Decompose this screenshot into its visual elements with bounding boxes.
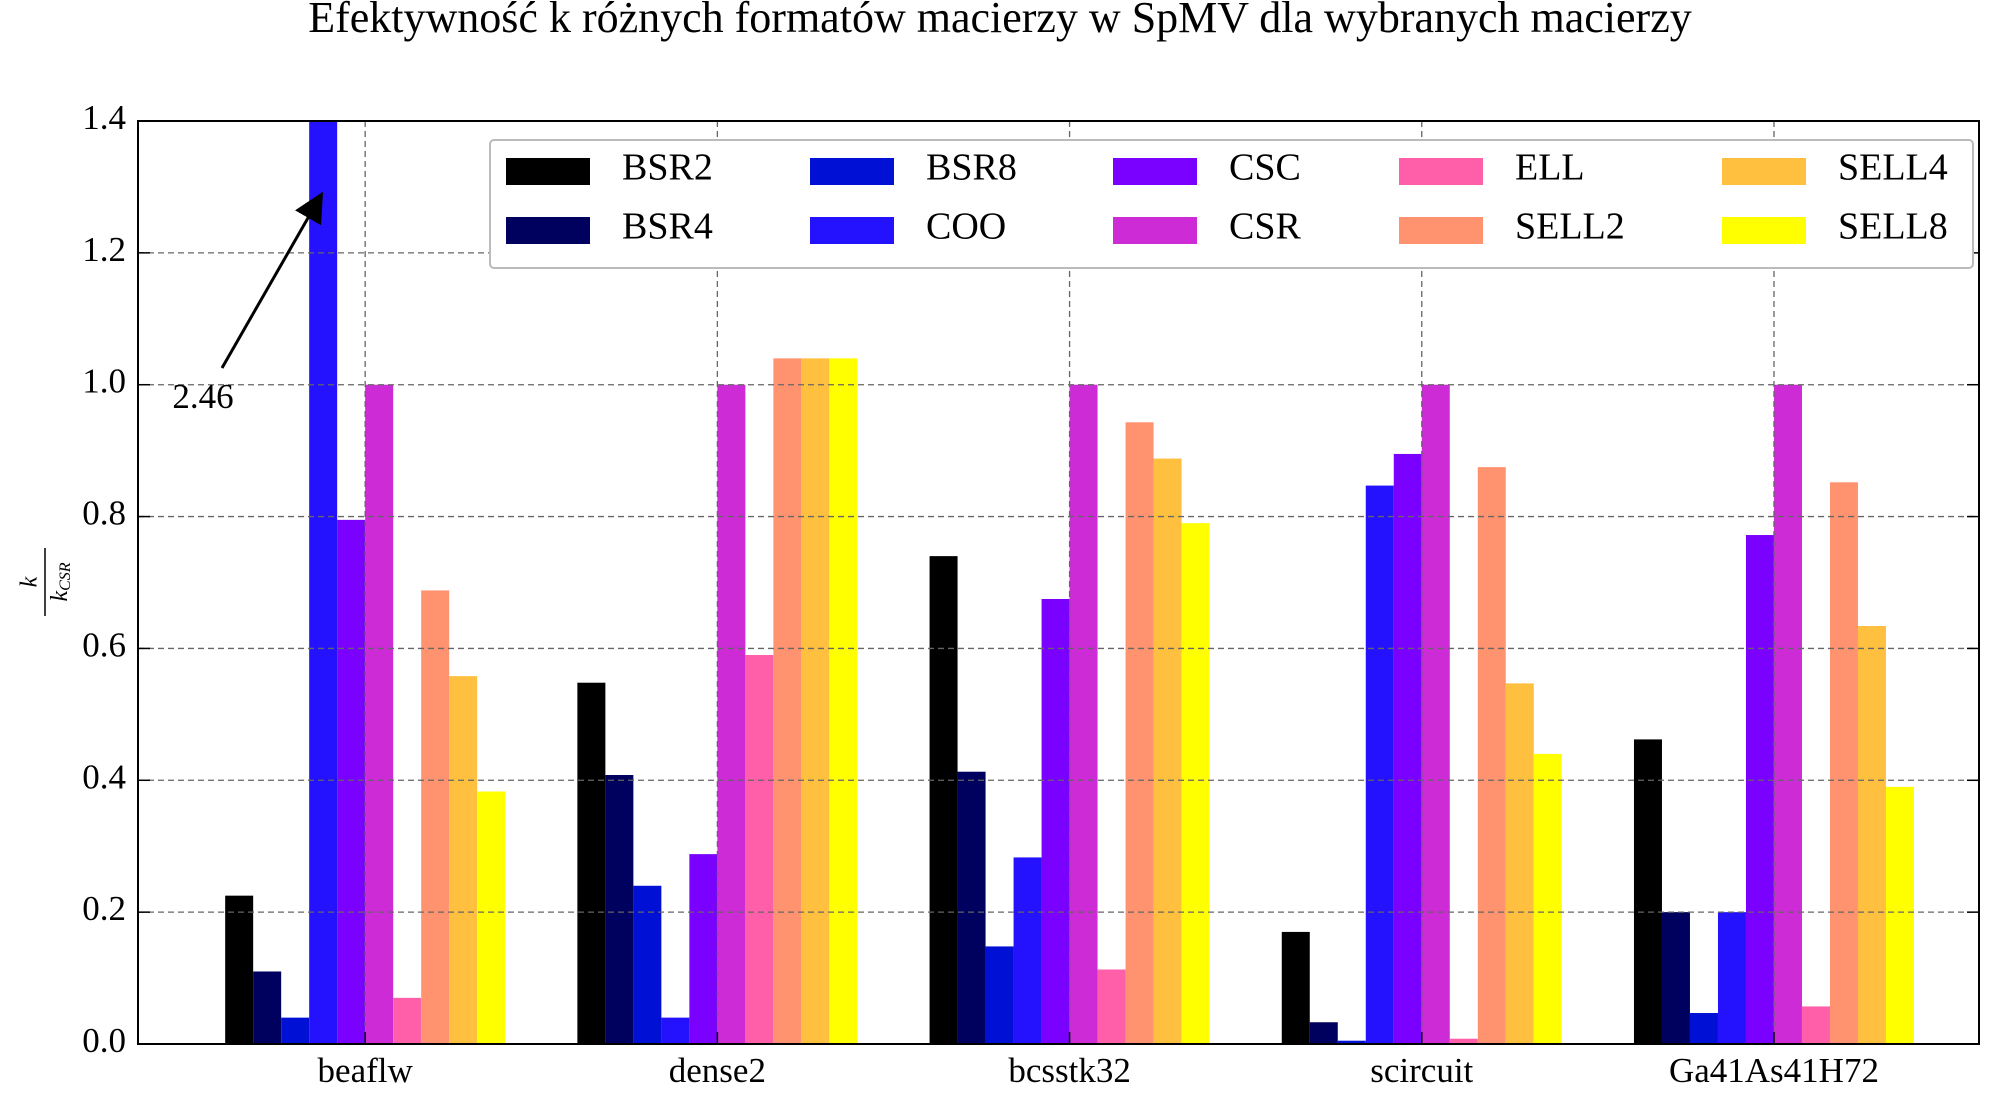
legend-swatch [810, 158, 894, 185]
legend-label: COO [926, 206, 1006, 248]
legend-swatch [1113, 217, 1197, 244]
bar [957, 771, 986, 1044]
legend-swatch [506, 158, 590, 185]
bar [745, 655, 774, 1044]
bar [1801, 1006, 1830, 1044]
y-tick-label: 0.8 [82, 494, 126, 533]
y-tick-label: 0.2 [82, 889, 126, 928]
bar [1421, 384, 1450, 1044]
y-tick-label: 0.4 [82, 757, 126, 796]
bar [829, 358, 858, 1044]
bar [1337, 1040, 1366, 1044]
x-tick-label: scircuit [1370, 1051, 1473, 1090]
legend-swatch [1722, 158, 1806, 185]
legend-swatch [810, 217, 894, 244]
bar [337, 519, 366, 1044]
legend-swatch [506, 217, 590, 244]
legend-swatch [1399, 217, 1483, 244]
bar [1069, 384, 1098, 1044]
bar [449, 676, 478, 1044]
y-tick-label: 1.2 [82, 230, 126, 269]
legend-label: CSC [1229, 147, 1301, 189]
y-tick-label: 0.0 [82, 1021, 126, 1060]
y-tick-label: 1.0 [82, 362, 126, 401]
x-tick-label: beaflw [318, 1051, 414, 1090]
legend-label: BSR4 [622, 206, 713, 248]
bar [1505, 683, 1534, 1044]
y-tick-label: 0.6 [82, 625, 126, 664]
bar [1745, 535, 1774, 1044]
legend-label: BSR2 [622, 147, 713, 189]
bar [1393, 453, 1422, 1044]
bar [365, 384, 394, 1044]
bar [1689, 1013, 1718, 1044]
bar [477, 791, 506, 1044]
legend-label: CSR [1229, 206, 1301, 248]
bar [1449, 1038, 1478, 1044]
y-label-k: k [47, 591, 73, 602]
bar [1533, 753, 1562, 1044]
bar [1365, 485, 1394, 1044]
bar [253, 971, 282, 1044]
bar [1661, 912, 1690, 1044]
legend-swatch [1722, 217, 1806, 244]
bar [929, 556, 958, 1044]
x-tick-label: Ga41As41H72 [1669, 1051, 1879, 1090]
bar [1181, 523, 1210, 1044]
bar [1097, 969, 1126, 1044]
bar [1281, 931, 1310, 1044]
bar [1153, 458, 1182, 1044]
bar [1885, 786, 1914, 1044]
bar [1477, 467, 1506, 1044]
bar [689, 854, 718, 1044]
bar [633, 885, 662, 1044]
legend-swatch [1113, 158, 1197, 185]
y-label-denominator: kCSR [47, 562, 74, 601]
y-label-subscript: CSR [57, 562, 74, 591]
y-tick-label: 1.4 [82, 98, 126, 137]
bar [393, 997, 422, 1044]
annotation-arrow [220, 191, 323, 369]
bar [225, 895, 254, 1044]
bar [421, 590, 450, 1044]
legend-label: SELL2 [1515, 206, 1625, 248]
plot-frame [137, 120, 1980, 1045]
bar [281, 1017, 310, 1044]
legend-label: SELL4 [1838, 147, 1948, 189]
bar [1633, 739, 1662, 1044]
bar [1041, 598, 1070, 1044]
bar [1125, 422, 1154, 1044]
bar [1309, 1022, 1338, 1044]
annotation: 2.46 [172, 377, 233, 416]
bar [985, 946, 1014, 1044]
bar [1829, 482, 1858, 1044]
x-tick-label: dense2 [669, 1051, 766, 1090]
bar [773, 358, 802, 1044]
bar [605, 775, 634, 1044]
bar [1717, 912, 1746, 1044]
bar [801, 358, 830, 1044]
x-tick-label: bcsstk32 [1008, 1051, 1131, 1090]
legend-label: BSR8 [926, 147, 1017, 189]
bar [577, 682, 606, 1044]
legend-swatch [1399, 158, 1483, 185]
bar [1857, 626, 1886, 1044]
legend-label: SELL8 [1838, 206, 1948, 248]
bar [661, 1017, 690, 1044]
bar [1773, 384, 1802, 1044]
bar [309, 121, 338, 1044]
bar [1013, 857, 1042, 1044]
bar [717, 384, 746, 1044]
legend-label: ELL [1515, 147, 1585, 189]
y-label-numerator: k [17, 576, 43, 587]
chart-title: Efektywność k różnych formatów macierzy … [308, 0, 1692, 42]
